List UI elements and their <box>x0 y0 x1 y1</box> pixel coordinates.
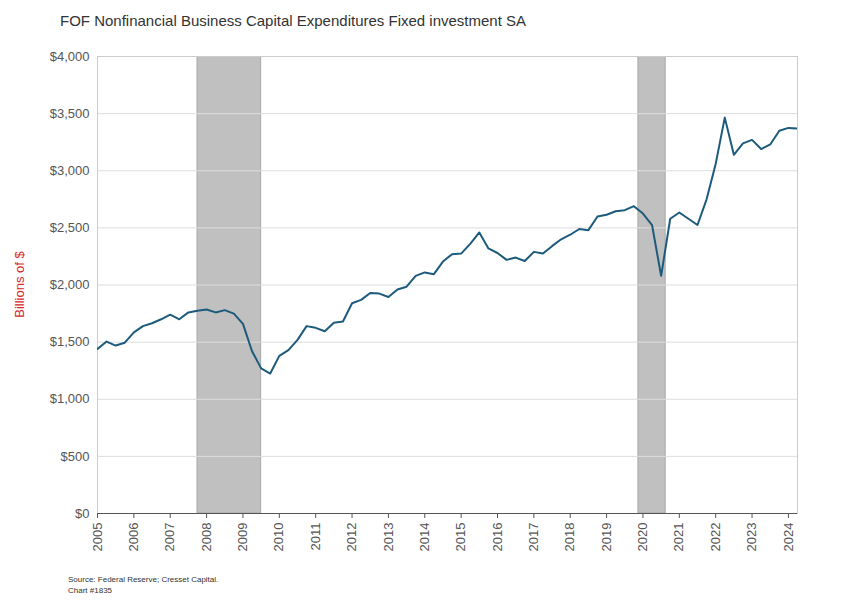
svg-text:2018: 2018 <box>562 523 577 552</box>
svg-text:$1,000: $1,000 <box>50 391 90 406</box>
svg-text:2006: 2006 <box>126 523 141 552</box>
svg-text:2019: 2019 <box>599 523 614 552</box>
svg-text:2024: 2024 <box>781 523 796 552</box>
svg-text:2012: 2012 <box>344 523 359 552</box>
svg-text:$4,000: $4,000 <box>50 49 90 64</box>
svg-text:$500: $500 <box>61 449 90 464</box>
svg-text:$3,500: $3,500 <box>50 106 90 121</box>
svg-text:2011: 2011 <box>308 523 323 551</box>
html-text:Source: Federal Reserve; Cress: Source: Federal Reserve; Cresset Capital… <box>68 575 219 584</box>
svg-text:2014: 2014 <box>417 523 432 552</box>
svg-text:2007: 2007 <box>162 523 177 552</box>
svg-text:$2,000: $2,000 <box>50 277 90 292</box>
svg-text:2005: 2005 <box>90 523 105 552</box>
svg-text:2013: 2013 <box>381 523 396 552</box>
svg-text:2008: 2008 <box>199 523 214 552</box>
svg-text:2015: 2015 <box>453 523 468 552</box>
html-text:Chart #1835: Chart #1835 <box>68 586 112 595</box>
svg-text:$1,500: $1,500 <box>50 334 90 349</box>
svg-text:2021: 2021 <box>671 523 686 552</box>
svg-text:2009: 2009 <box>235 523 250 552</box>
svg-text:$3,000: $3,000 <box>50 163 90 178</box>
svg-text:2022: 2022 <box>708 523 723 552</box>
svg-text:2023: 2023 <box>744 523 759 552</box>
svg-text:2017: 2017 <box>526 523 541 552</box>
svg-text:2016: 2016 <box>490 523 505 552</box>
svg-text:$0: $0 <box>75 506 89 521</box>
svg-text:$2,500: $2,500 <box>50 220 90 235</box>
svg-text:2010: 2010 <box>271 523 286 552</box>
html-text:FOF Nonfinancial Business Capi: FOF Nonfinancial Business Capital Expend… <box>60 12 527 29</box>
svg-text:2020: 2020 <box>635 523 650 552</box>
svg-text:Billions of $: Billions of $ <box>12 250 27 317</box>
